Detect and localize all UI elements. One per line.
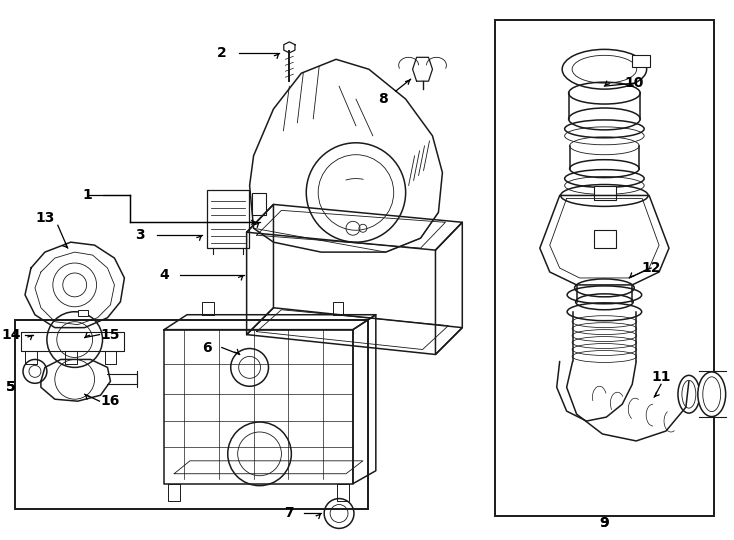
Text: 6: 6 [202, 341, 211, 355]
Bar [15, 320, 368, 509]
Bar [252, 193, 266, 215]
Text: 15: 15 [101, 328, 120, 342]
Text: 5: 5 [6, 380, 16, 394]
Bar [595, 186, 617, 200]
Text: 14: 14 [1, 328, 21, 342]
Text: 8: 8 [378, 92, 388, 106]
Text: 9: 9 [600, 516, 609, 530]
Text: 11: 11 [651, 370, 671, 384]
Ellipse shape [698, 372, 726, 416]
Text: 9: 9 [600, 516, 609, 530]
Text: 3: 3 [136, 228, 145, 242]
Bar [207, 191, 249, 248]
Text: 2: 2 [217, 46, 227, 60]
Bar [632, 55, 650, 68]
Text: 1: 1 [83, 188, 92, 202]
Text: 5: 5 [6, 380, 16, 394]
Bar [495, 19, 713, 516]
Text: 12: 12 [642, 261, 661, 275]
Bar [595, 230, 617, 248]
Bar [78, 310, 87, 316]
Text: 7: 7 [285, 507, 294, 521]
Text: 4: 4 [159, 268, 169, 282]
Text: 16: 16 [101, 394, 120, 408]
Text: 13: 13 [35, 211, 54, 225]
Text: 10: 10 [625, 76, 644, 90]
